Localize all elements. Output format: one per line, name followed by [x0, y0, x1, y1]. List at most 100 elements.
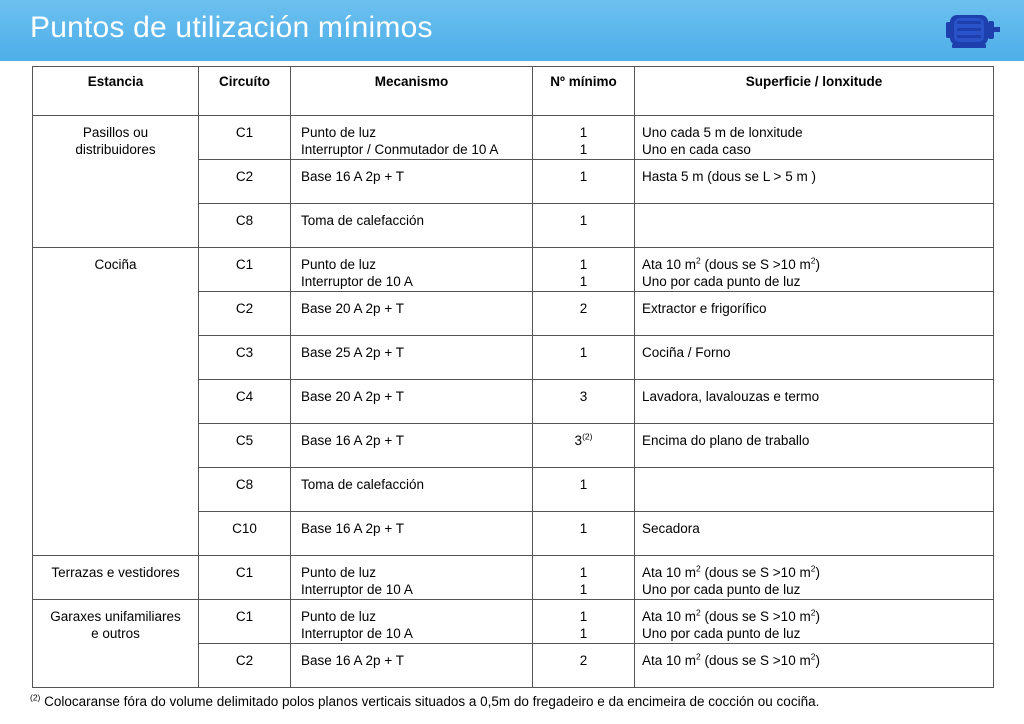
superficie-label: Uno cada 5 m de lonxitude: [642, 125, 803, 140]
superficie-cell: [634, 203, 994, 248]
table-row: C3 Base 25 A 2p + T 1 Cociña / Forno: [33, 335, 994, 380]
minimo-value: 2: [533, 300, 634, 317]
footnote: (2) Colocaranse fóra do volume delimitad…: [30, 693, 819, 710]
superficie-cell: Ata 10 m2 (dous se S >10 m2) Uno por cada…: [634, 247, 994, 292]
superficie-label: Secadora: [642, 521, 700, 536]
minimo-value: 3(2): [533, 432, 634, 449]
mecanismo-label: Toma de calefacción: [301, 477, 425, 492]
superficie-label: Uno por cada punto de luz: [642, 274, 801, 289]
mecanismo-label: Base 16 A 2p + T: [301, 433, 404, 448]
minimo-value: 2: [533, 652, 634, 669]
minimo-value: 1: [533, 212, 634, 229]
table-row: C2 Base 16 A 2p + T 2 Ata 10 m2 (dous se S …: [33, 643, 994, 688]
minimo-number: 1: [579, 345, 588, 360]
superficie-cell: Cociña / Forno: [634, 335, 994, 380]
estancia-label: Terrazas e vestidores: [51, 565, 180, 580]
mecanismo-label: Base 20 A 2p + T: [301, 389, 404, 404]
circuito-cell: C2: [198, 643, 291, 688]
minimo-number: 1: [579, 169, 588, 184]
mecanismo-cell: Base 20 A 2p + T: [290, 379, 533, 424]
superficie-label: Uno por cada punto de luz: [642, 582, 801, 597]
minimo-cell: 2: [532, 643, 635, 688]
table-row: Garaxes unifamiliares e outros C1 Punto de …: [32, 599, 994, 688]
circuito-cell: C2: [198, 159, 291, 204]
minimo-value: 1: [533, 625, 634, 642]
circuito-label: C2: [235, 653, 254, 668]
estancia-cell: Pasillos ou distribuidores: [32, 115, 199, 248]
superficie-label: Cociña / Forno: [642, 345, 731, 360]
minimo-cell: 2: [532, 291, 635, 336]
minimo-number: 1: [579, 142, 588, 157]
estancia-label: distribuidores: [75, 142, 156, 157]
circuito-cell: C2: [198, 291, 291, 336]
minimo-value: 1: [533, 273, 634, 290]
minimo-value: 1: [533, 168, 634, 185]
mecanismo-label: Punto de luz: [301, 125, 377, 140]
circuito-cell: C1: [198, 555, 291, 600]
table-row: C10 Base 16 A 2p + T 1 Secadora: [33, 511, 994, 556]
circuito-cell: C10: [198, 511, 291, 556]
superficie-label: Extractor e frigorífico: [642, 301, 767, 316]
header-bar: Puntos de utilización mínimos: [0, 0, 1024, 61]
circuito-cell: C8: [198, 203, 291, 248]
minimo-value: 1: [533, 141, 634, 158]
minimo-value: 1: [533, 256, 634, 273]
footnote-text: Colocaranse fóra do volume delimitado po…: [40, 694, 820, 709]
minimo-number: 1: [579, 274, 588, 289]
mecanismo-cell: Base 25 A 2p + T: [290, 335, 533, 380]
superficie-label: Ata 10 m2 (dous se S >10 m2): [642, 255, 820, 272]
superficie-cell: Lavadora, lavalouzas e termo: [634, 379, 994, 424]
superficie-label: Hasta 5 m (dous se L > 5 m ): [642, 169, 816, 184]
minimo-value: 1: [533, 581, 634, 598]
mecanismo-label: Interruptor de 10 A: [301, 626, 413, 641]
mecanismo-cell: Toma de calefacción: [290, 203, 533, 248]
mecanismo-label: Base 16 A 2p + T: [301, 169, 404, 184]
minimo-value: 1: [533, 564, 634, 581]
circuito-label: C1: [235, 565, 254, 580]
minimo-number: 1: [579, 477, 588, 492]
mecanismo-cell: Punto de luz Interruptor de 10 A: [290, 599, 533, 644]
minimo-note: (2): [582, 431, 593, 442]
minimo-value: 1: [533, 344, 634, 361]
estancia-cell: Terrazas e vestidores: [32, 555, 199, 600]
circuito-label: C8: [235, 477, 254, 492]
minimo-cell: 3(2): [532, 423, 635, 468]
mecanismo-label: Interruptor de 10 A: [301, 274, 413, 289]
mecanismo-cell: Base 16 A 2p + T: [290, 511, 533, 556]
superficie-label: Ata 10 m2 (dous se S >10 m2): [642, 651, 820, 668]
circuito-label: C5: [235, 433, 254, 448]
mecanismo-cell: Punto de luz Interruptor / Conmutador de …: [290, 115, 533, 160]
mecanismo-cell: Toma de calefacción: [290, 467, 533, 512]
circuito-cell: C3: [198, 335, 291, 380]
minimo-cell: 1: [532, 159, 635, 204]
table-row: C2 Base 16 A 2p + T 1 Hasta 5 m (dous se L …: [33, 159, 994, 204]
minimo-cell: 1: [532, 467, 635, 512]
minimo-number: 1: [579, 609, 588, 624]
footnote-marker: (2): [30, 692, 41, 703]
table-row: C5 Base 16 A 2p + T 3(2) Encima do plano de…: [33, 423, 994, 468]
table-row: C2 Base 20 A 2p + T 2 Extractor e frigorífi…: [33, 291, 994, 336]
table-header-row: Estancia Circuíto Mecanismo Nº mínimo Su…: [32, 66, 994, 116]
circuito-cell: C1: [198, 247, 291, 292]
circuito-label: C10: [232, 521, 257, 536]
minimo-number: 2: [579, 653, 588, 668]
minimo-value: 1: [533, 608, 634, 625]
mecanismo-cell: Punto de luz Interruptor de 10 A: [290, 247, 533, 292]
minimo-cell: 1: [532, 335, 635, 380]
superficie-label: Ata 10 m2 (dous se S >10 m2): [642, 607, 820, 624]
mecanismo-label: Punto de luz: [301, 609, 377, 624]
mecanismo-cell: Base 20 A 2p + T: [290, 291, 533, 336]
circuito-label: C1: [235, 609, 254, 624]
minimo-number: 1: [579, 257, 588, 272]
minimo-number: 3: [579, 389, 588, 404]
estancia-label: e outros: [91, 626, 140, 641]
mecanismo-cell: Base 16 A 2p + T: [290, 159, 533, 204]
estancia-label: Cociña: [94, 257, 137, 272]
minimo-value: 1: [533, 520, 634, 537]
table-row: C8 Toma de calefacción 1: [33, 203, 994, 248]
page-title: Puntos de utilización mínimos: [30, 11, 433, 44]
column-header: Nº mínimo: [532, 66, 635, 116]
minimo-number: 2: [579, 301, 588, 316]
